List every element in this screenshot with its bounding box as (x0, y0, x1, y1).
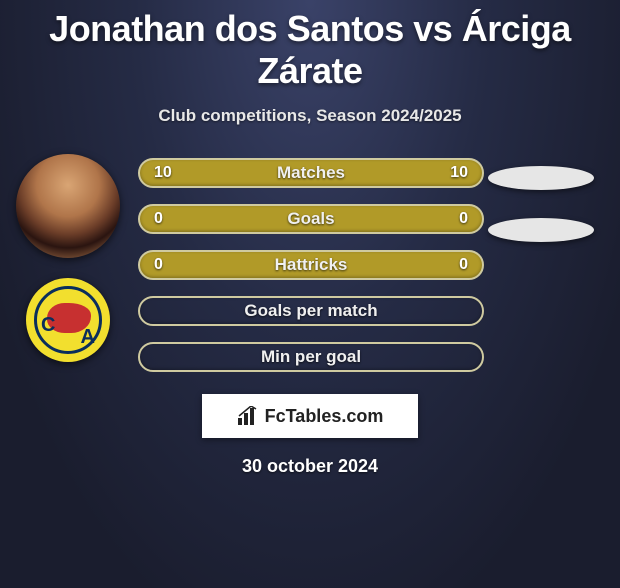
stat-right-value: 10 (450, 164, 468, 182)
bar-chart-icon (237, 406, 259, 426)
right-placeholder-ellipse (488, 166, 594, 190)
stat-left-value: 10 (154, 164, 172, 182)
stat-right-value: 0 (459, 210, 468, 228)
player-avatar (16, 154, 120, 258)
comparison-subtitle: Club competitions, Season 2024/2025 (0, 106, 620, 126)
stat-label: Goals (287, 209, 334, 229)
stat-bars: 10 Matches 10 0 Goals 0 0 Hattricks 0 Goals per m… (138, 158, 484, 372)
stat-left-value: 0 (154, 210, 163, 228)
club-badge-letter-c: C (41, 314, 55, 337)
stat-label: Hattricks (275, 255, 348, 275)
club-badge-letter-a: A (81, 326, 95, 349)
right-player-column (488, 166, 598, 242)
stat-bar: Min per goal (138, 342, 484, 372)
stat-left-value: 0 (154, 256, 163, 274)
left-player-column: C A (8, 154, 128, 362)
comparison-title: Jonathan dos Santos vs Árciga Zárate (0, 8, 620, 92)
right-placeholder-ellipse (488, 218, 594, 242)
club-badge: C A (26, 278, 110, 362)
stat-bar: 10 Matches 10 (138, 158, 484, 188)
stat-label: Min per goal (261, 347, 361, 367)
stat-bar: Goals per match (138, 296, 484, 326)
stat-bar: 0 Goals 0 (138, 204, 484, 234)
snapshot-date: 30 october 2024 (0, 456, 620, 477)
club-badge-inner: C A (34, 286, 102, 354)
watermark: FcTables.com (202, 394, 418, 438)
stat-bar: 0 Hattricks 0 (138, 250, 484, 280)
watermark-text: FcTables.com (265, 406, 384, 427)
stat-label: Goals per match (244, 301, 377, 321)
stat-right-value: 0 (459, 256, 468, 274)
comparison-content: C A 10 Matches 10 0 Goals 0 0 Hattricks 0 Goals p… (0, 158, 620, 372)
stat-label: Matches (277, 163, 345, 183)
